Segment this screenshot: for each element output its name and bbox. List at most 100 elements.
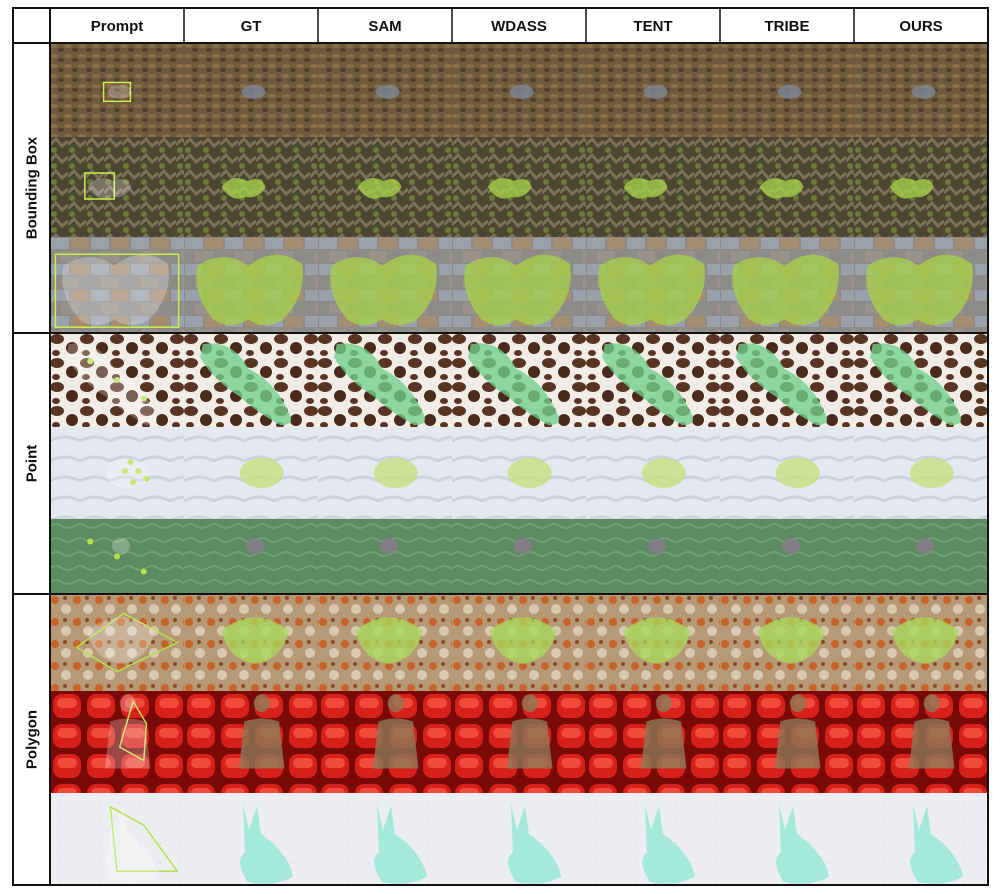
segmentation-mask — [374, 804, 428, 884]
segmentation-mask — [509, 84, 534, 99]
cell-fish-in-water-gt — [184, 519, 318, 594]
segmentation-mask — [602, 343, 694, 426]
prompt-point — [140, 395, 147, 402]
cell-lichen-bark-tribe — [720, 137, 854, 237]
cell-white-hare-on-snow-gt — [184, 793, 318, 885]
segmentation-mask — [240, 804, 294, 884]
cell-white-hare-on-snow-ours — [854, 793, 988, 885]
cell-cow-print-animal-wdass — [452, 333, 586, 427]
segmentation-mask — [246, 537, 265, 555]
segmentation-mask — [487, 178, 532, 199]
cell-person-in-red-seats-sam — [318, 691, 452, 793]
cell-leaf-litter-moth-sam — [318, 43, 452, 137]
cell-crab-on-coral-prompt — [50, 594, 184, 691]
prompt-point — [114, 553, 120, 560]
cell-person-in-red-seats-tribe — [720, 691, 854, 793]
prompt-point — [130, 479, 137, 486]
segmentation-mask — [355, 617, 423, 664]
cell-cow-print-animal-ours — [854, 333, 988, 427]
column-header-sam: SAM — [368, 18, 401, 35]
cell-moth-on-stone-tribe — [720, 237, 854, 333]
prompt-box — [54, 253, 180, 328]
segmentation-mask — [866, 254, 973, 326]
segmentation-mask — [774, 694, 821, 769]
segmentation-mask — [642, 804, 696, 884]
cell-moth-on-stone-ours — [854, 237, 988, 333]
prompt-polygon — [118, 699, 148, 762]
cell-cow-print-animal-gt — [184, 333, 318, 427]
cell-fish-in-water-prompt — [50, 519, 184, 594]
cell-crab-on-coral-ours — [854, 594, 988, 691]
cell-white-hare-on-snow-tribe — [720, 793, 854, 885]
cell-fish-in-water-wdass — [452, 519, 586, 594]
segmentation-mask — [641, 457, 686, 489]
segmentation-mask — [506, 694, 553, 769]
row-group-labels: Bounding Box Point Polygon — [24, 136, 41, 769]
segmentation-mask — [357, 178, 402, 199]
prompt-polygon — [109, 805, 179, 872]
column-header-prompt: Prompt — [91, 18, 144, 35]
segmentation-mask — [759, 178, 804, 199]
prompt-point — [87, 358, 94, 365]
segmentation-mask — [241, 84, 266, 99]
segmentation-mask — [909, 457, 954, 489]
segmentation-mask — [782, 537, 801, 555]
cell-moth-on-stone-sam — [318, 237, 452, 333]
segmentation-mask — [468, 343, 560, 426]
segmentation-mask — [238, 694, 285, 769]
cell-moth-on-stone-wdass — [452, 237, 586, 333]
prompt-box — [102, 81, 132, 103]
segmentation-mask — [334, 343, 426, 426]
prompt-point — [135, 468, 142, 475]
cell-person-in-red-seats-ours — [854, 691, 988, 793]
cell-person-in-red-seats-wdass — [452, 691, 586, 793]
cell-seal-pup-on-snow-sam — [318, 427, 452, 519]
cell-lichen-bark-gt — [184, 137, 318, 237]
cell-cow-print-animal-tent — [586, 333, 720, 427]
segmentation-mask — [643, 84, 668, 99]
prompt-point — [143, 475, 150, 482]
cell-crab-on-coral-wdass — [452, 594, 586, 691]
segmentation-mask — [908, 694, 955, 769]
segmentation-mask — [911, 84, 936, 99]
segmentation-mask — [375, 84, 400, 99]
cell-lichen-bark-sam — [318, 137, 452, 237]
cell-leaf-litter-moth-ours — [854, 43, 988, 137]
segmentation-mask — [200, 343, 292, 426]
cell-seal-pup-on-snow-ours — [854, 427, 988, 519]
cell-leaf-litter-moth-gt — [184, 43, 318, 137]
cell-lichen-bark-wdass — [452, 137, 586, 237]
cell-crab-on-coral-gt — [184, 594, 318, 691]
segmentation-mask — [508, 804, 562, 884]
segmentation-mask — [889, 178, 934, 199]
prompt-point — [122, 468, 129, 475]
segmentation-mask — [916, 537, 935, 555]
cell-fish-in-water-sam — [318, 519, 452, 594]
cell-moth-on-stone-tent — [586, 237, 720, 333]
segmentation-mask — [891, 617, 959, 664]
segmentation-mask — [732, 254, 839, 326]
row-label-polygon: Polygon — [24, 710, 41, 769]
cell-moth-on-stone-gt — [184, 237, 318, 333]
cell-leaf-litter-moth-prompt — [50, 43, 184, 137]
segmentation-mask — [239, 457, 284, 489]
cell-seal-pup-on-snow-prompt — [50, 427, 184, 519]
prompt-point — [140, 568, 147, 575]
prompt-point — [87, 538, 94, 545]
cell-fish-in-water-tribe — [720, 519, 854, 594]
cell-white-hare-on-snow-wdass — [452, 793, 586, 885]
segmentation-mask — [623, 617, 691, 664]
cell-person-in-red-seats-prompt — [50, 691, 184, 793]
cell-seal-pup-on-snow-tent — [586, 427, 720, 519]
segmentation-mask — [196, 254, 303, 326]
segmentation-mask — [373, 457, 418, 489]
segmentation-mask — [623, 178, 668, 199]
segmentation-mask — [380, 537, 399, 555]
segmentation-mask — [640, 694, 687, 769]
cell-white-hare-on-snow-sam — [318, 793, 452, 885]
cell-cow-print-animal-tribe — [720, 333, 854, 427]
segmentation-mask — [776, 804, 830, 884]
cell-person-in-red-seats-gt — [184, 691, 318, 793]
cell-leaf-litter-moth-wdass — [452, 43, 586, 137]
column-header-ours: OURS — [899, 18, 942, 35]
